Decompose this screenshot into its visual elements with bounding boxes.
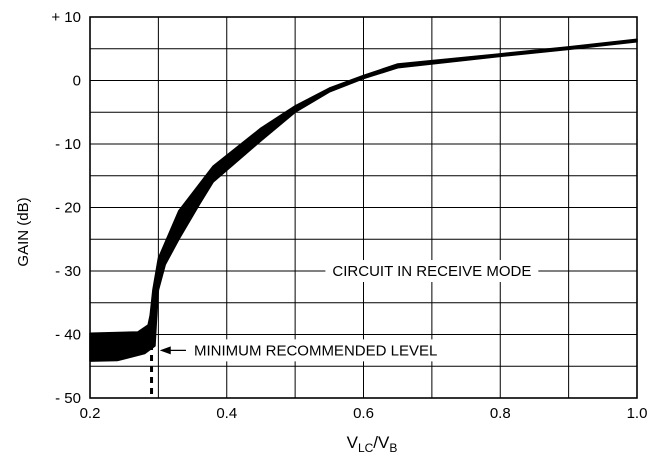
x-tick-label: 0.2 (80, 405, 101, 422)
x-tick-label: 0.6 (353, 405, 374, 422)
x-tick-label: 0.8 (490, 405, 511, 422)
plot-frame (89, 16, 638, 399)
y-tick-label: + 10 (51, 9, 81, 26)
gain-band (89, 38, 638, 362)
x-axis-label-sub1: LC (358, 441, 374, 455)
y-tick-label: - 10 (55, 136, 81, 153)
y-tick-label: - 50 (55, 390, 81, 407)
x-tick-label: 1.0 (627, 405, 648, 422)
y-tick-label: 0 (73, 73, 81, 90)
annotation-label: MINIMUM RECOMMENDED LEVEL (194, 342, 437, 359)
tick-labels: 0.2 0.4 0.6 0.8 1.0 + 10 0 - 10 - 20 - 30 - 40 - 50 (51, 9, 647, 422)
x-tick-label: 0.4 (216, 405, 237, 422)
y-axis-label: GAIN (dB) (15, 197, 32, 266)
annotation-background (186, 339, 445, 362)
y-tick-label: - 40 (55, 327, 81, 344)
x-axis-label-sub2: B (389, 441, 397, 455)
gain-curve-band (89, 38, 638, 398)
annotation-arrow-head (159, 346, 171, 355)
annotation-label: CIRCUIT IN RECEIVE MODE (332, 263, 531, 280)
x-axis-label-main: V (347, 433, 359, 452)
annotation-background (325, 260, 539, 282)
y-tick-label: - 20 (55, 200, 81, 217)
annotations: CIRCUIT IN RECEIVE MODE MINIMUM RECOMMEND… (159, 260, 539, 362)
x-axis-label-sep: /V (373, 433, 390, 452)
y-tick-label: - 30 (55, 263, 81, 280)
x-axis-label: VLC/VB (347, 433, 398, 455)
